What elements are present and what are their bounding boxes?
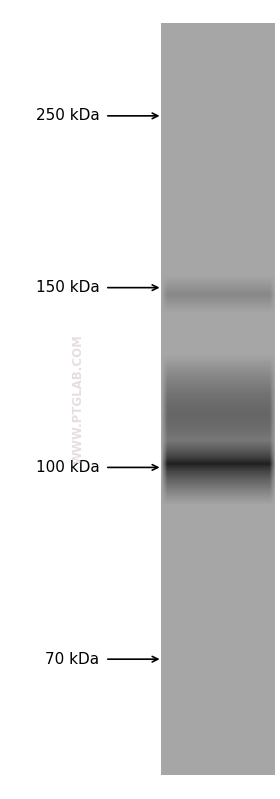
Text: WWW.PTGLAB.COM: WWW.PTGLAB.COM <box>72 335 85 464</box>
Text: 100 kDa: 100 kDa <box>36 460 99 475</box>
Text: 70 kDa: 70 kDa <box>45 652 99 666</box>
Text: 150 kDa: 150 kDa <box>36 280 99 295</box>
Text: 250 kDa: 250 kDa <box>36 109 99 123</box>
